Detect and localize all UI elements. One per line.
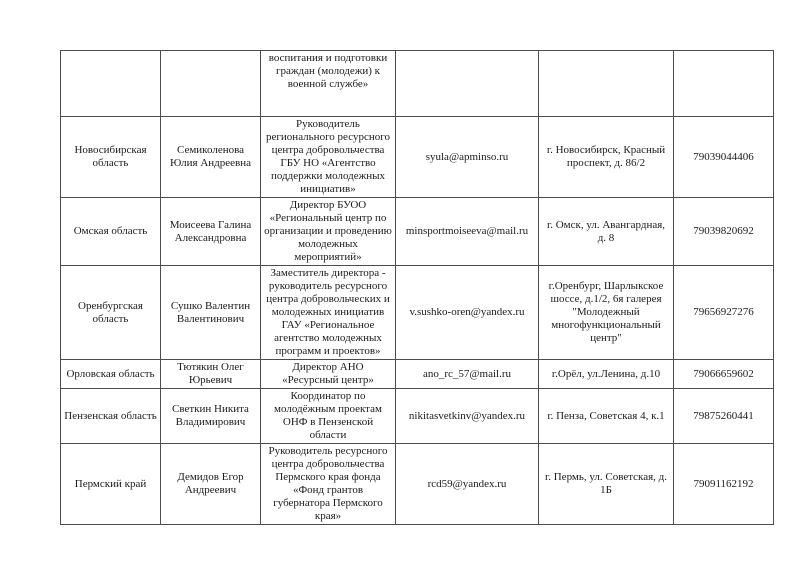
- cell-address: г. Новосибирск, Красный проспект, д. 86/…: [538, 116, 674, 198]
- cell-name: Светкин Никита Владимирович: [160, 388, 261, 444]
- cell-phone: 79875260441: [673, 388, 774, 444]
- cell-email: nikitasvetkinv@yandex.ru: [395, 388, 539, 444]
- cell-name: Тютякин Олег Юрьевич: [160, 359, 261, 389]
- cell-email: minsportmoiseeva@mail.ru: [395, 197, 539, 266]
- cell-region: Пензенская область: [60, 388, 161, 444]
- cell-email: ano_rc_57@mail.ru: [395, 359, 539, 389]
- cell-phone: 79091162192: [673, 443, 774, 525]
- cell-phone: 79039044406: [673, 116, 774, 198]
- cell-address: г. Пенза, Советская 4, к.1: [538, 388, 674, 444]
- cell-position: Координатор по молодёжным проектам ОНФ в…: [260, 388, 396, 444]
- cell-address: г. Омск, ул. Авангардная, д. 8: [538, 197, 674, 266]
- cell-name: Семиколенова Юлия Андреевна: [160, 116, 261, 198]
- cell-phone: 79656927276: [673, 265, 774, 360]
- table-row: Пензенская область Светкин Никита Владим…: [60, 388, 774, 444]
- cell-region: Орловская область: [60, 359, 161, 389]
- cell-region: Пермский край: [60, 443, 161, 525]
- cell-email: v.sushko-oren@yandex.ru: [395, 265, 539, 360]
- table-row: Омская область Моисеева Галина Александр…: [60, 197, 774, 266]
- cell-position: Директор БУОО «Региональный центр по орг…: [260, 197, 396, 266]
- cell-name: Сушко Валентин Валентинович: [160, 265, 261, 360]
- cell-email: rcd59@yandex.ru: [395, 443, 539, 525]
- table-row: воспитания и подготовки граждан (молодеж…: [60, 50, 774, 117]
- cell-name: [160, 50, 261, 117]
- cell-address: г. Пермь, ул. Советская, д. 1Б: [538, 443, 674, 525]
- cell-position: Руководитель регионального ресурсного це…: [260, 116, 396, 198]
- cell-region: [60, 50, 161, 117]
- table-row: Орловская область Тютякин Олег Юрьевич Д…: [60, 359, 774, 389]
- cell-position: Руководитель ресурсного центра доброволь…: [260, 443, 396, 525]
- cell-phone: [673, 50, 774, 117]
- cell-phone: 79066659602: [673, 359, 774, 389]
- cell-address: г.Орёл, ул.Ленина, д.10: [538, 359, 674, 389]
- cell-region: Новосибирская область: [60, 116, 161, 198]
- cell-position: Директор АНО «Ресурсный центр»: [260, 359, 396, 389]
- cell-region: Оренбургская область: [60, 265, 161, 360]
- cell-address: [538, 50, 674, 117]
- table-row: Новосибирская область Семиколенова Юлия …: [60, 116, 774, 198]
- cell-region: Омская область: [60, 197, 161, 266]
- cell-phone: 79039820692: [673, 197, 774, 266]
- cell-email: syula@apminso.ru: [395, 116, 539, 198]
- contacts-table: воспитания и подготовки граждан (молодеж…: [60, 50, 774, 525]
- table-row: Оренбургская область Сушко Валентин Вале…: [60, 265, 774, 360]
- cell-email: [395, 50, 539, 117]
- cell-position: воспитания и подготовки граждан (молодеж…: [260, 50, 396, 117]
- cell-position: Заместитель директора - руководитель рес…: [260, 265, 396, 360]
- table-row: Пермский край Демидов Егор Андреевич Рук…: [60, 443, 774, 525]
- cell-name: Моисеева Галина Александровна: [160, 197, 261, 266]
- cell-name: Демидов Егор Андреевич: [160, 443, 261, 525]
- cell-address: г.Оренбург, Шарлыкское шоссе, д.1/2, 6я …: [538, 265, 674, 360]
